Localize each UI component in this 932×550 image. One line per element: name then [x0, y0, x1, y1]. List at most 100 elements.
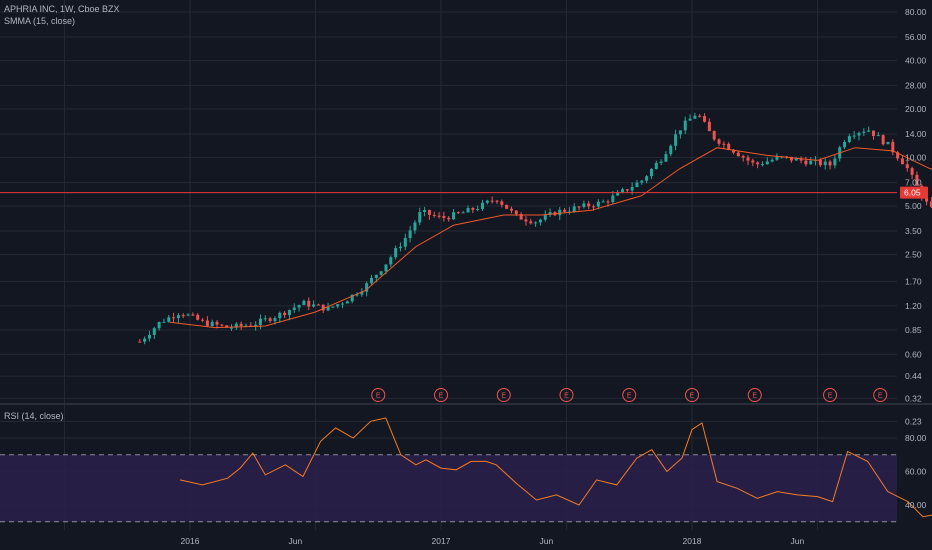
candle-body: [258, 318, 262, 325]
candle-body: [239, 323, 243, 326]
candle-body: [900, 158, 904, 165]
candle-body: [596, 201, 600, 207]
candle-body: [143, 338, 147, 342]
candle-body: [915, 174, 919, 186]
smma-legend[interactable]: SMMA (15, close): [4, 16, 76, 26]
time-axis[interactable]: 2016 Jun 2017 Jun 2018 Jun: [181, 536, 805, 546]
candle-body: [418, 212, 422, 223]
time-axis-label: 2017: [432, 536, 451, 546]
candle-body: [456, 212, 460, 214]
price-axis-label: 14.00: [905, 129, 927, 139]
candle-body: [312, 304, 316, 307]
rsi-band-lines: [0, 454, 897, 523]
candle-body: [408, 230, 412, 238]
earnings-marker-circle: [559, 388, 574, 402]
candle-body: [316, 304, 320, 306]
candle-body: [389, 257, 393, 265]
candle-body: [929, 201, 932, 207]
price-axis-label: 0.23: [905, 416, 922, 426]
earnings-marker-label: E: [690, 393, 695, 400]
price-axis-label: 5.00: [905, 201, 922, 211]
candle-body: [818, 159, 822, 166]
time-axis-label: Jun: [289, 536, 303, 546]
candle-body: [432, 214, 436, 216]
earnings-marker-label: E: [501, 393, 506, 400]
candle-body: [548, 212, 552, 215]
earnings-marker-circle: [685, 388, 699, 402]
price-axis-label: 0.32: [905, 393, 922, 403]
candle-body: [828, 161, 832, 166]
candle-body: [717, 139, 721, 144]
symbol-legend[interactable]: APHRIA INC, 1W, Cboe BZX: [4, 4, 120, 14]
current-price-tag-label: 6.05: [904, 188, 921, 198]
price-axis-label: 80.00: [905, 7, 927, 17]
candle-body: [876, 135, 880, 137]
candle-body: [809, 160, 813, 165]
rsi-legend[interactable]: RSI (14, close): [4, 411, 64, 421]
candle-body: [789, 156, 793, 161]
candle-body: [167, 317, 171, 322]
candle-body: [205, 320, 209, 326]
candle-body: [490, 200, 494, 202]
candle-body: [302, 300, 306, 306]
candle-body: [592, 206, 596, 208]
candle-body: [307, 300, 311, 307]
time-axis-label: 2016: [181, 536, 200, 546]
candle-body: [606, 201, 610, 203]
candle-body: [287, 309, 291, 316]
candle-body: [760, 164, 764, 166]
candle-body: [577, 206, 581, 208]
candle-body: [176, 315, 180, 319]
candle-body: [905, 164, 909, 169]
candle-body: [524, 219, 528, 222]
candle-body: [654, 162, 658, 170]
candle-body: [394, 248, 398, 258]
candle-body: [360, 291, 364, 295]
rsi-axis-label: 60.00: [905, 467, 927, 477]
candle-body: [891, 141, 895, 153]
candle-body: [886, 141, 890, 145]
candle-body: [756, 162, 760, 165]
earnings-marker-circle: [747, 388, 762, 402]
candle-body: [297, 305, 301, 308]
candle-body: [823, 161, 827, 166]
candle-body: [326, 306, 330, 311]
earnings-marker-label: E: [752, 393, 757, 400]
price-axis-label: 3.50: [905, 226, 922, 236]
candle-body: [910, 168, 914, 175]
candle-body: [722, 143, 726, 145]
earnings-marker-label: E: [564, 393, 569, 400]
earnings-marker-label: E: [627, 393, 632, 400]
candle-body: [321, 304, 325, 311]
candle-body: [268, 318, 272, 322]
candle-body: [649, 169, 653, 177]
price-axis[interactable]: 110.0080.0056.0040.0028.0020.0014.0010.0…: [905, 0, 931, 426]
candle-body: [147, 334, 151, 339]
candle-body: [485, 200, 489, 203]
candle-body: [678, 130, 682, 135]
candle-body: [833, 158, 837, 166]
earnings-marker-circle: [873, 388, 888, 402]
candlestick-series: [138, 112, 932, 345]
candle-body: [862, 131, 866, 133]
candle-body: [369, 277, 373, 284]
candle-body: [688, 118, 692, 121]
candle-body: [138, 341, 142, 343]
earnings-markers[interactable]: EEEEEEEEEEEE: [371, 388, 932, 402]
rsi-axis[interactable]: 80.00 60.00 40.00: [905, 433, 927, 510]
candle-body: [191, 314, 195, 316]
candle-body: [746, 157, 750, 161]
candle-body: [741, 156, 745, 158]
rsi-axis-label: 40.00: [905, 500, 927, 510]
candle-body: [765, 161, 769, 165]
candle-body: [471, 207, 475, 210]
candle-body: [519, 214, 523, 220]
candle-body: [157, 321, 161, 329]
earnings-marker-label: E: [376, 393, 381, 400]
candle-body: [645, 176, 649, 181]
price-axis-label: 2.50: [905, 250, 922, 260]
candle-body: [896, 152, 900, 159]
candle-body: [587, 203, 591, 207]
candle-body: [751, 160, 755, 163]
